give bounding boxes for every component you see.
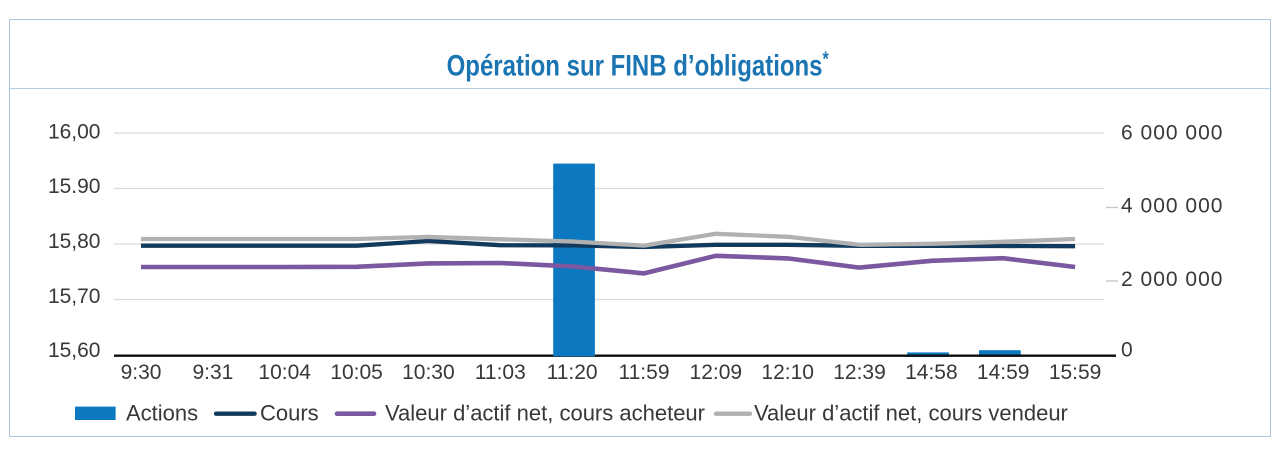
- svg-text:12:09: 12:09: [690, 361, 743, 384]
- svg-text:11:59: 11:59: [619, 361, 670, 384]
- svg-text:Opération sur FINB d’obligatio: Opération sur FINB d’obligations*: [447, 48, 830, 82]
- svg-text:14:58: 14:58: [905, 361, 958, 384]
- svg-text:9:31: 9:31: [192, 361, 233, 384]
- svg-text:12:39: 12:39: [833, 361, 886, 384]
- svg-text:16,00: 16,00: [48, 120, 101, 143]
- svg-text:11:03: 11:03: [475, 361, 526, 384]
- svg-text:15,60: 15,60: [48, 339, 101, 362]
- svg-text:11:20: 11:20: [547, 361, 598, 384]
- svg-text:10:04: 10:04: [258, 361, 311, 384]
- svg-text:9:30: 9:30: [121, 361, 162, 384]
- svg-text:12:10: 12:10: [761, 361, 814, 384]
- svg-text:Actions: Actions: [126, 401, 198, 426]
- svg-text:10:05: 10:05: [330, 361, 383, 384]
- svg-text:10:30: 10:30: [402, 361, 455, 384]
- svg-text:Valeur d’actif net, cours vend: Valeur d’actif net, cours vendeur: [754, 401, 1068, 426]
- svg-text:2 000 000: 2 000 000: [1121, 268, 1223, 291]
- svg-text:15.90: 15.90: [48, 175, 101, 198]
- svg-text:Cours: Cours: [260, 401, 319, 426]
- svg-text:15:59: 15:59: [1049, 361, 1102, 384]
- svg-text:Valeur d’actif net, cours ache: Valeur d’actif net, cours acheteur: [385, 401, 705, 426]
- svg-text:0: 0: [1121, 339, 1134, 362]
- svg-text:15,80: 15,80: [48, 230, 101, 253]
- svg-text:14:59: 14:59: [977, 361, 1030, 384]
- svg-text:6 000 000: 6 000 000: [1121, 122, 1223, 145]
- svg-text:4 000 000: 4 000 000: [1121, 195, 1223, 218]
- svg-text:15,70: 15,70: [48, 285, 101, 308]
